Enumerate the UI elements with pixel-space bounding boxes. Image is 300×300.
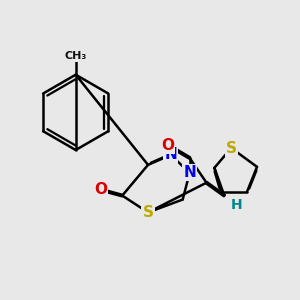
Text: N: N	[183, 165, 196, 180]
Text: CH₃: CH₃	[64, 51, 87, 61]
Text: S: S	[226, 140, 237, 155]
Text: H: H	[230, 199, 242, 212]
Text: O: O	[161, 137, 174, 152]
Text: N: N	[164, 148, 177, 163]
Text: S: S	[142, 205, 154, 220]
Text: O: O	[94, 182, 107, 197]
